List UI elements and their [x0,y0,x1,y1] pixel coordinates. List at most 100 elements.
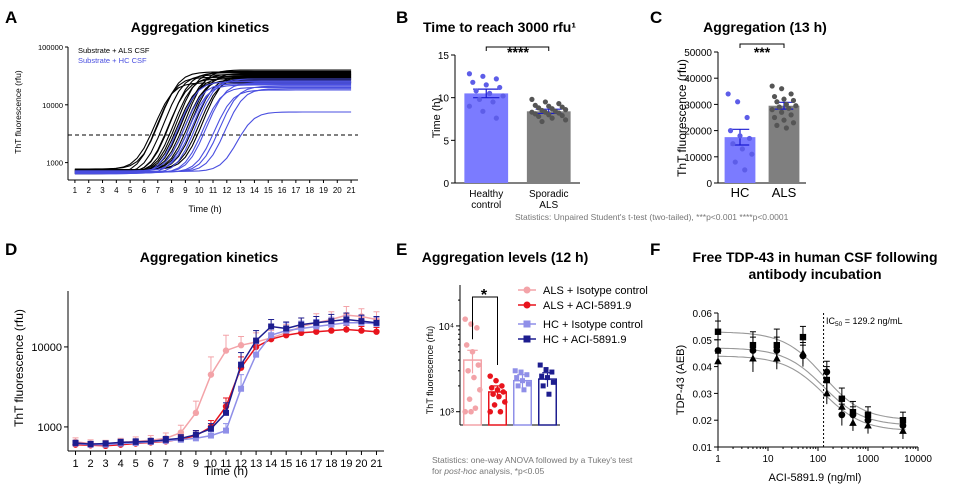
chart-b-category-label: control [471,200,501,211]
chart-f-x-tick-label: 1000 [857,454,880,465]
chart-e-data-point [468,408,474,415]
chart-d-x-tick-label: 10 [205,458,217,470]
chart-f-series-circle-point [714,347,722,354]
chart-f-y-tick-label: 0.03 [693,389,713,400]
chart-e-data-point [472,405,479,411]
chart-d-x-tick-label: 18 [325,458,337,470]
chart-e-ylabel: ThT fluorescence (rfu) [425,326,435,414]
chart-f-y-tick-label: 0.05 [693,336,713,347]
chart-a-curve-hc [74,80,352,172]
chart-a-curve-als [74,74,352,171]
chart-d-series-3-point [313,319,320,326]
chart-e-stat-prefix: for [432,466,444,476]
chart-d-series-3-point [223,409,229,416]
chart-b-y-tick-label: 5 [443,136,449,147]
chart-a-curve-als [74,75,352,174]
chart-d-series-2-point [343,319,350,326]
chart-b-significance-bracket [485,46,550,51]
chart-d-series-3-point [343,316,350,323]
chart-c-data-point [744,114,750,121]
chart-c-data-point [788,112,794,118]
chart-d-series-2-point [207,432,214,439]
chart-a-legend: Substrate + ALS CSF Substrate + HC CSF [78,46,150,65]
chart-f-series-triangle-point [773,354,781,362]
chart-d-x-tick-label: 3 [103,458,109,470]
chart-e-data-point [514,375,520,381]
chart-c-y-tick-label: 40000 [684,74,712,85]
chart-d-series-3-point [283,325,290,332]
chart-e-stat-suffix: analysis, *p<0.05 [477,466,545,476]
chart-e-data-point [549,369,555,375]
chart-b-category-label: Sporadic [529,189,568,200]
chart-a-ylabel: ThT fluorescence (rfu) [13,70,23,154]
chart-d-series-0-point [177,429,185,436]
chart-c-data-point [790,120,797,126]
chart-c-data-point [725,91,731,97]
chart-b-data-point [500,93,506,99]
chart-e-data-point [491,402,498,408]
chart-f-series-triangle-point [823,389,831,397]
chart-d-series-2-point [223,427,229,434]
chart-f-series-square-point [714,328,722,335]
chart-f-series-triangle-point [799,349,807,357]
chart-e-data-point [462,408,469,415]
chart-a-x-tick-label: 13 [236,186,245,195]
chart-d-series-3-point [72,439,79,446]
chart-e-stat-italic: post-hoc [443,466,477,476]
chart-c-data-point [737,133,743,139]
chart-c-significance: *** [754,44,771,60]
chart-f-plot: 1 10 100 1000 10000 0.01 0.02 0.03 0.04 0.05 0.06 [693,309,933,465]
chart-c-y-tick-label: 10000 [684,153,712,164]
chart-a-x-tick-label: 7 [156,186,161,195]
chart-d-series-2-point [268,332,275,339]
chart-c-data-point [783,125,789,131]
legend-e-marker-4 [523,335,531,343]
chart-f-y-tick-label: 0.04 [693,363,713,374]
chart-b-bar [464,93,509,183]
chart-e-data-point [497,408,504,415]
chart-a-curve-als [74,79,352,172]
chart-e-legend: ALS + Isotype control ALS + ACI-5891.9 H… [518,285,648,346]
chart-e-significance-bracket [472,296,498,366]
chart-d-series-3-point [253,337,260,344]
chart-f-x-tick-label: 10 [762,454,774,465]
chart-e-data-point [521,387,527,393]
chart-e-data-point [518,369,524,375]
chart-d-x-tick-label: 12 [235,458,247,470]
chart-a-x-tick-label: 1 [73,186,78,195]
chart-a-x-tick-label: 4 [114,186,119,195]
chart-d-series-2-point [328,321,335,328]
chart-b-data-point [549,115,555,121]
chart-c-y-tick-label: 50000 [684,48,712,59]
chart-e-significance: * [481,287,488,304]
chart-b-category-label: Healthy [469,189,503,200]
panel-label-a: A [5,8,17,27]
chart-d-x-tick-label: 7 [163,458,169,470]
chart-d-series-0-point [207,371,215,378]
chart-e-data-point [490,391,496,398]
chart-f-series-triangle-point [864,421,872,429]
chart-a-xlabel: Time (h) [188,204,221,214]
chart-b-significance: **** [507,44,529,60]
chart-a-x-tick-label: 9 [183,186,188,195]
chart-c-data-point [786,105,792,111]
chart-c-ylabel: ThT fluorescence (rfu) [675,59,689,177]
chart-c-data-point [742,167,748,173]
chart-b-data-point [529,96,535,102]
chart-b-data-point [487,90,493,96]
chart-c-y-tick-label: 0 [706,179,712,190]
chart-f-y-tick-label: 0.06 [693,309,713,320]
chart-f-series-triangle-point [749,354,757,362]
chart-e-data-point [469,348,476,355]
chart-a-x-tick-label: 10 [195,186,204,195]
chart-d-x-tick-label: 20 [355,458,367,470]
chart-b-data-point [466,103,473,109]
chart-d-x-tick-label: 21 [370,458,382,470]
chart-e-statistics-2: for post-hoc analysis, *p<0.05 [432,466,544,476]
chart-b-data-point [556,101,562,107]
chart-d-series-3-point [268,323,275,330]
chart-d-series-3-point [373,319,380,326]
chart-c-data-point [771,114,778,121]
chart-f-series-triangle-point [714,357,722,365]
